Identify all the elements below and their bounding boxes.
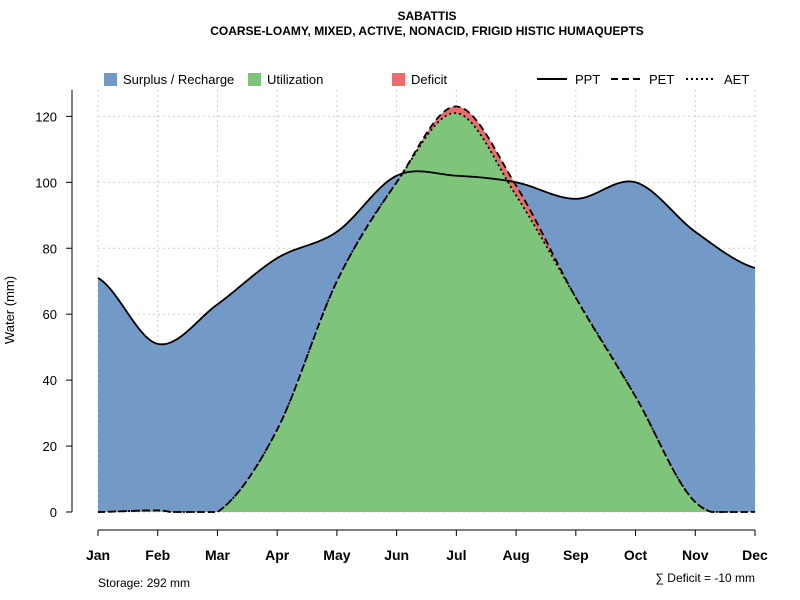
x-tick-label-apr: Apr <box>265 547 290 563</box>
x-tick-label-may: May <box>323 547 350 563</box>
x-tick-label-mar: Mar <box>205 547 230 563</box>
area-utilization <box>98 113 755 512</box>
legend-swatch-surplus <box>104 73 117 86</box>
chart-subtitle: COARSE-LOAMY, MIXED, ACTIVE, NONACID, FR… <box>210 24 644 38</box>
y-tick-label-3: 60 <box>43 307 57 322</box>
y-tick-label-1: 20 <box>43 439 57 454</box>
legend-label-deficit: Deficit <box>411 72 448 87</box>
chart-title: SABATTIS <box>397 9 456 23</box>
legend: Surplus / Recharge Utilization Deficit P… <box>104 72 749 87</box>
series-lines <box>97 105 756 513</box>
x-tick-label-jun: Jun <box>384 547 409 563</box>
x-tick-label-oct: Oct <box>624 547 648 563</box>
x-tick-label-sep: Sep <box>563 547 589 563</box>
legend-label-ppt: PPT <box>575 72 600 87</box>
series-line-ppt <box>97 170 756 346</box>
y-axis-label: Water (mm) <box>2 276 17 344</box>
x-tick-label-feb: Feb <box>145 547 170 563</box>
y-tick-label-0: 0 <box>50 505 57 520</box>
legend-label-utilization: Utilization <box>267 72 323 87</box>
x-tick-label-dec: Dec <box>742 547 768 563</box>
storage-note: Storage: 292 mm <box>98 576 190 590</box>
x-tick-label-nov: Nov <box>682 547 709 563</box>
series-line-aet <box>97 112 756 513</box>
deficit-note: ∑ Deficit = -10 mm <box>655 571 755 585</box>
legend-label-pet: PET <box>649 72 674 87</box>
y-tick-label-5: 100 <box>35 175 57 190</box>
legend-swatch-deficit <box>392 73 405 86</box>
area-fills <box>98 106 755 512</box>
x-tick-label-aug: Aug <box>502 547 529 563</box>
x-tick-label-jul: Jul <box>446 547 466 563</box>
axes: 0 20 40 60 80 100 120 Jan Feb Mar Apr May Jun Jul Aug S… <box>35 90 768 563</box>
legend-label-surplus: Surplus / Recharge <box>123 72 234 87</box>
y-tick-label-6: 120 <box>35 109 57 124</box>
legend-swatch-utilization <box>248 73 261 86</box>
x-tick-label-jan: Jan <box>86 547 110 563</box>
legend-label-aet: AET <box>724 72 749 87</box>
y-tick-label-4: 80 <box>43 241 57 256</box>
y-tick-label-2: 40 <box>43 373 57 388</box>
